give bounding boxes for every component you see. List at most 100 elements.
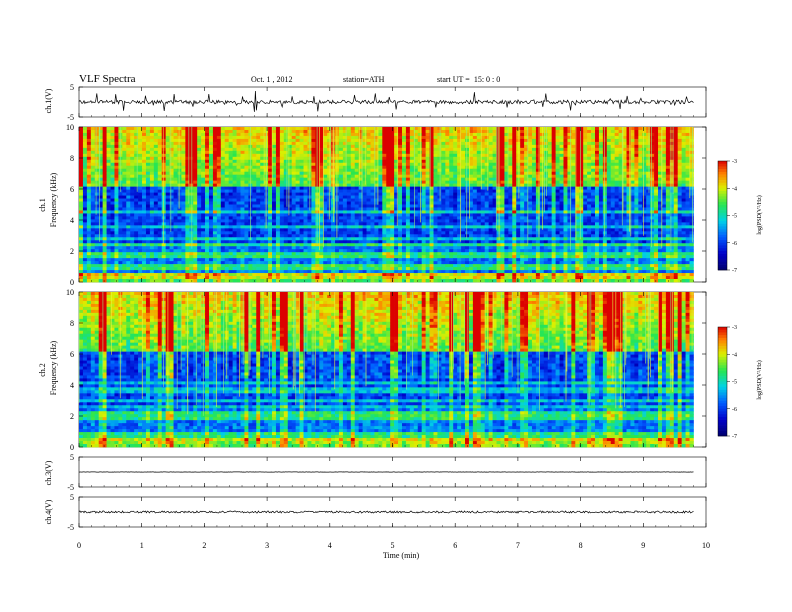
spec-cell [378, 168, 383, 173]
spec-cell [185, 204, 190, 208]
spec-cell [79, 207, 84, 211]
spec-cell [268, 156, 273, 161]
spec-cell [437, 219, 442, 223]
spec-cell [626, 189, 631, 193]
spec-cell [323, 210, 328, 214]
spec-cell [563, 213, 568, 217]
spec-cell [512, 132, 517, 137]
spec-cell [677, 183, 682, 187]
spec-cell [543, 210, 549, 214]
spec-cell [86, 156, 92, 161]
spec-cell [82, 162, 88, 167]
spec-cell [559, 216, 564, 220]
spec-cell [528, 171, 533, 176]
spec-cell [346, 195, 352, 199]
spec-cell [311, 180, 316, 184]
spec-cell [240, 135, 245, 140]
spec-cell [658, 159, 663, 164]
spec-cell [461, 127, 466, 131]
spec-cell [665, 159, 671, 164]
spec-cell [224, 141, 230, 146]
spec-cell [106, 192, 111, 196]
spec-cell [303, 198, 308, 202]
spec-cell [331, 201, 336, 205]
spec-cell [535, 156, 541, 161]
spec-cell [291, 156, 296, 161]
spec-cell [220, 183, 226, 187]
spec-cell [520, 127, 525, 131]
spec-cell [279, 201, 285, 205]
spec-cell [539, 186, 545, 190]
spec-cell [342, 219, 348, 223]
spec-cell [342, 189, 348, 193]
spec-cell [457, 153, 462, 158]
spec-cell [165, 180, 170, 184]
spec-cell [177, 171, 182, 176]
spec-cell [398, 213, 403, 217]
spec-cell [673, 192, 679, 196]
spec-cell [567, 210, 572, 214]
spec-cell [208, 132, 214, 137]
spec-cell [299, 156, 304, 161]
spec-cell [405, 177, 411, 181]
spec-cell [524, 168, 529, 173]
spec-cell [303, 144, 308, 149]
spec-cell [394, 141, 399, 146]
spec-cell [256, 201, 261, 205]
spec-cell [311, 174, 316, 179]
spec-cell [220, 129, 226, 134]
spec-cell [177, 165, 182, 170]
spec-cell [547, 177, 553, 181]
spec-cell [665, 165, 671, 170]
spec-cell [583, 156, 588, 161]
spec-cell [161, 135, 167, 140]
spec-cell [256, 192, 261, 196]
spec-cell [142, 144, 147, 149]
spec-cell [370, 129, 375, 134]
spec-cell [240, 144, 245, 149]
spec-cell [496, 204, 501, 208]
spec-cell [193, 198, 198, 202]
spec-cell [394, 213, 399, 217]
spec-cell [106, 162, 111, 167]
spec-cell [287, 201, 293, 205]
spec-cell [516, 150, 521, 155]
spec-cell [79, 174, 84, 179]
spec-cell [378, 186, 383, 190]
spec-cell [346, 132, 352, 137]
spec-cell [342, 183, 348, 187]
spec-cell [437, 144, 442, 149]
spec-cell [528, 132, 533, 137]
spec-cell [378, 204, 383, 208]
spec-cell [283, 162, 289, 167]
spec-cell [575, 180, 580, 184]
spec-cell [539, 195, 545, 199]
spec-cell [98, 201, 103, 205]
spec-cell [531, 174, 537, 179]
spec-cell [685, 213, 690, 217]
spec-cell [457, 219, 462, 223]
spec-cell [79, 138, 84, 143]
spec-cell [114, 138, 119, 143]
spec-cell [563, 183, 568, 187]
spec-cell [106, 210, 111, 214]
spec-cell [153, 132, 159, 137]
spec-cell [571, 153, 576, 158]
spec-cell [405, 153, 411, 158]
spec-cell [161, 195, 167, 199]
spec-cell [524, 177, 529, 181]
spec-cell [405, 147, 411, 152]
spec-cell [433, 156, 438, 161]
spec-cell [433, 162, 438, 167]
spec-cell [445, 210, 450, 214]
spec-cell [496, 189, 501, 193]
spec-cell [405, 162, 411, 167]
spec-cell [236, 159, 241, 164]
spec-cell [461, 171, 466, 176]
spec-cell [212, 177, 218, 181]
spec-cell [205, 150, 210, 155]
spec-cell [602, 129, 608, 134]
spec-cell [583, 138, 588, 143]
spec-cell [130, 186, 135, 190]
spec-cell [539, 132, 545, 137]
